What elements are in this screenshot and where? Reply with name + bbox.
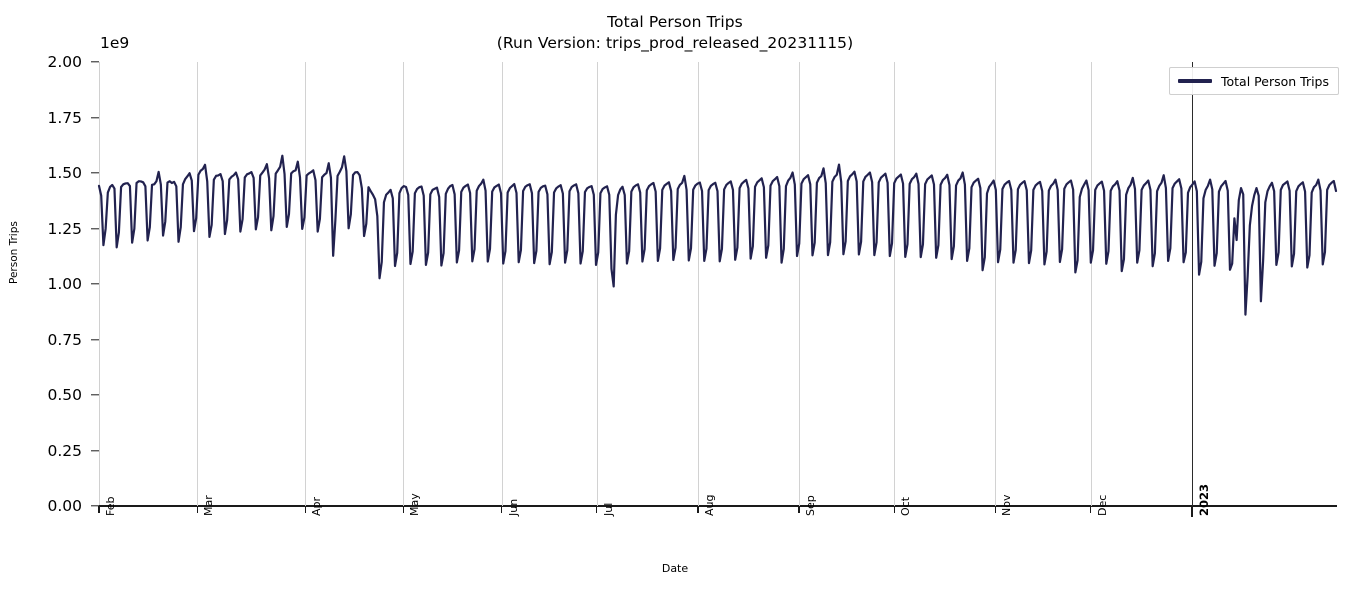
y-axis-label: Person Trips: [8, 221, 20, 284]
y-tick-mark: [91, 61, 99, 63]
chart-legend[interactable]: Total Person Trips: [1169, 67, 1340, 95]
y-tick-mark: [91, 227, 99, 230]
x-tick-mark: [304, 506, 306, 513]
x-tick-mark: [994, 506, 997, 513]
x-tick-mark: [1089, 506, 1092, 513]
chart-title: Total Person Trips (Run Version: trips_p…: [0, 12, 1350, 54]
x-tick-mark: [196, 506, 198, 513]
month-gridline: [197, 62, 199, 506]
y-tick-label: 2.00: [47, 53, 82, 71]
month-gridline: [596, 62, 598, 506]
y-tick-mark: [91, 283, 99, 285]
series-total-person-trips: [99, 62, 1336, 506]
month-gridline: [697, 62, 699, 506]
month-gridline: [1090, 62, 1092, 506]
chart-subtitle-run-version: (Run Version: trips_prod_released_202311…: [496, 33, 854, 52]
y-tick-label: 1.00: [47, 275, 82, 293]
y-tick-label: 1.25: [47, 219, 82, 238]
y-tick-label: 1.50: [47, 164, 82, 182]
legend-label-total-person-trips: Total Person Trips: [1221, 73, 1330, 89]
x-tick-mark: [893, 506, 895, 513]
month-gridline: [305, 62, 307, 506]
x-tick-mark: [98, 506, 100, 513]
y-tick-label: 0.25: [47, 441, 82, 460]
y-tick-mark: [91, 394, 99, 396]
y-tick-mark: [91, 116, 99, 119]
y-tick-label: 1.75: [47, 108, 82, 127]
y-axis-offset-label: 1e9: [100, 34, 130, 52]
y-tick-mark: [91, 505, 99, 507]
y-tick-mark: [91, 449, 99, 452]
y-tick-mark: [91, 172, 99, 174]
x-tick-mark: [500, 506, 503, 513]
month-gridline: [403, 62, 405, 506]
x-tick-mark: [798, 506, 800, 513]
plot-area: [99, 62, 1336, 506]
x-tick-mark: [1190, 506, 1193, 517]
x-axis-label: Date: [661, 562, 689, 575]
y-tick-label: 0.00: [47, 497, 82, 515]
line-total-person-trips: [99, 156, 1336, 315]
y-tick-label: 0.50: [47, 386, 82, 404]
axis-spine-bottom: [99, 505, 1337, 507]
month-gridline: [501, 62, 503, 506]
x-tick-mark: [697, 506, 699, 513]
month-gridline: [799, 62, 801, 506]
y-tick-mark: [91, 338, 99, 341]
month-gridline: [995, 62, 997, 506]
legend-line-swatch: [1178, 79, 1212, 83]
x-tick-mark: [402, 506, 404, 513]
month-gridline: [894, 62, 896, 506]
chart-title-line1: Total Person Trips: [607, 13, 743, 31]
year-boundary-gridline: [1191, 62, 1193, 506]
y-tick-label: 0.75: [47, 330, 82, 349]
x-tick-mark: [596, 506, 598, 513]
axis-spine-left: [99, 62, 100, 506]
